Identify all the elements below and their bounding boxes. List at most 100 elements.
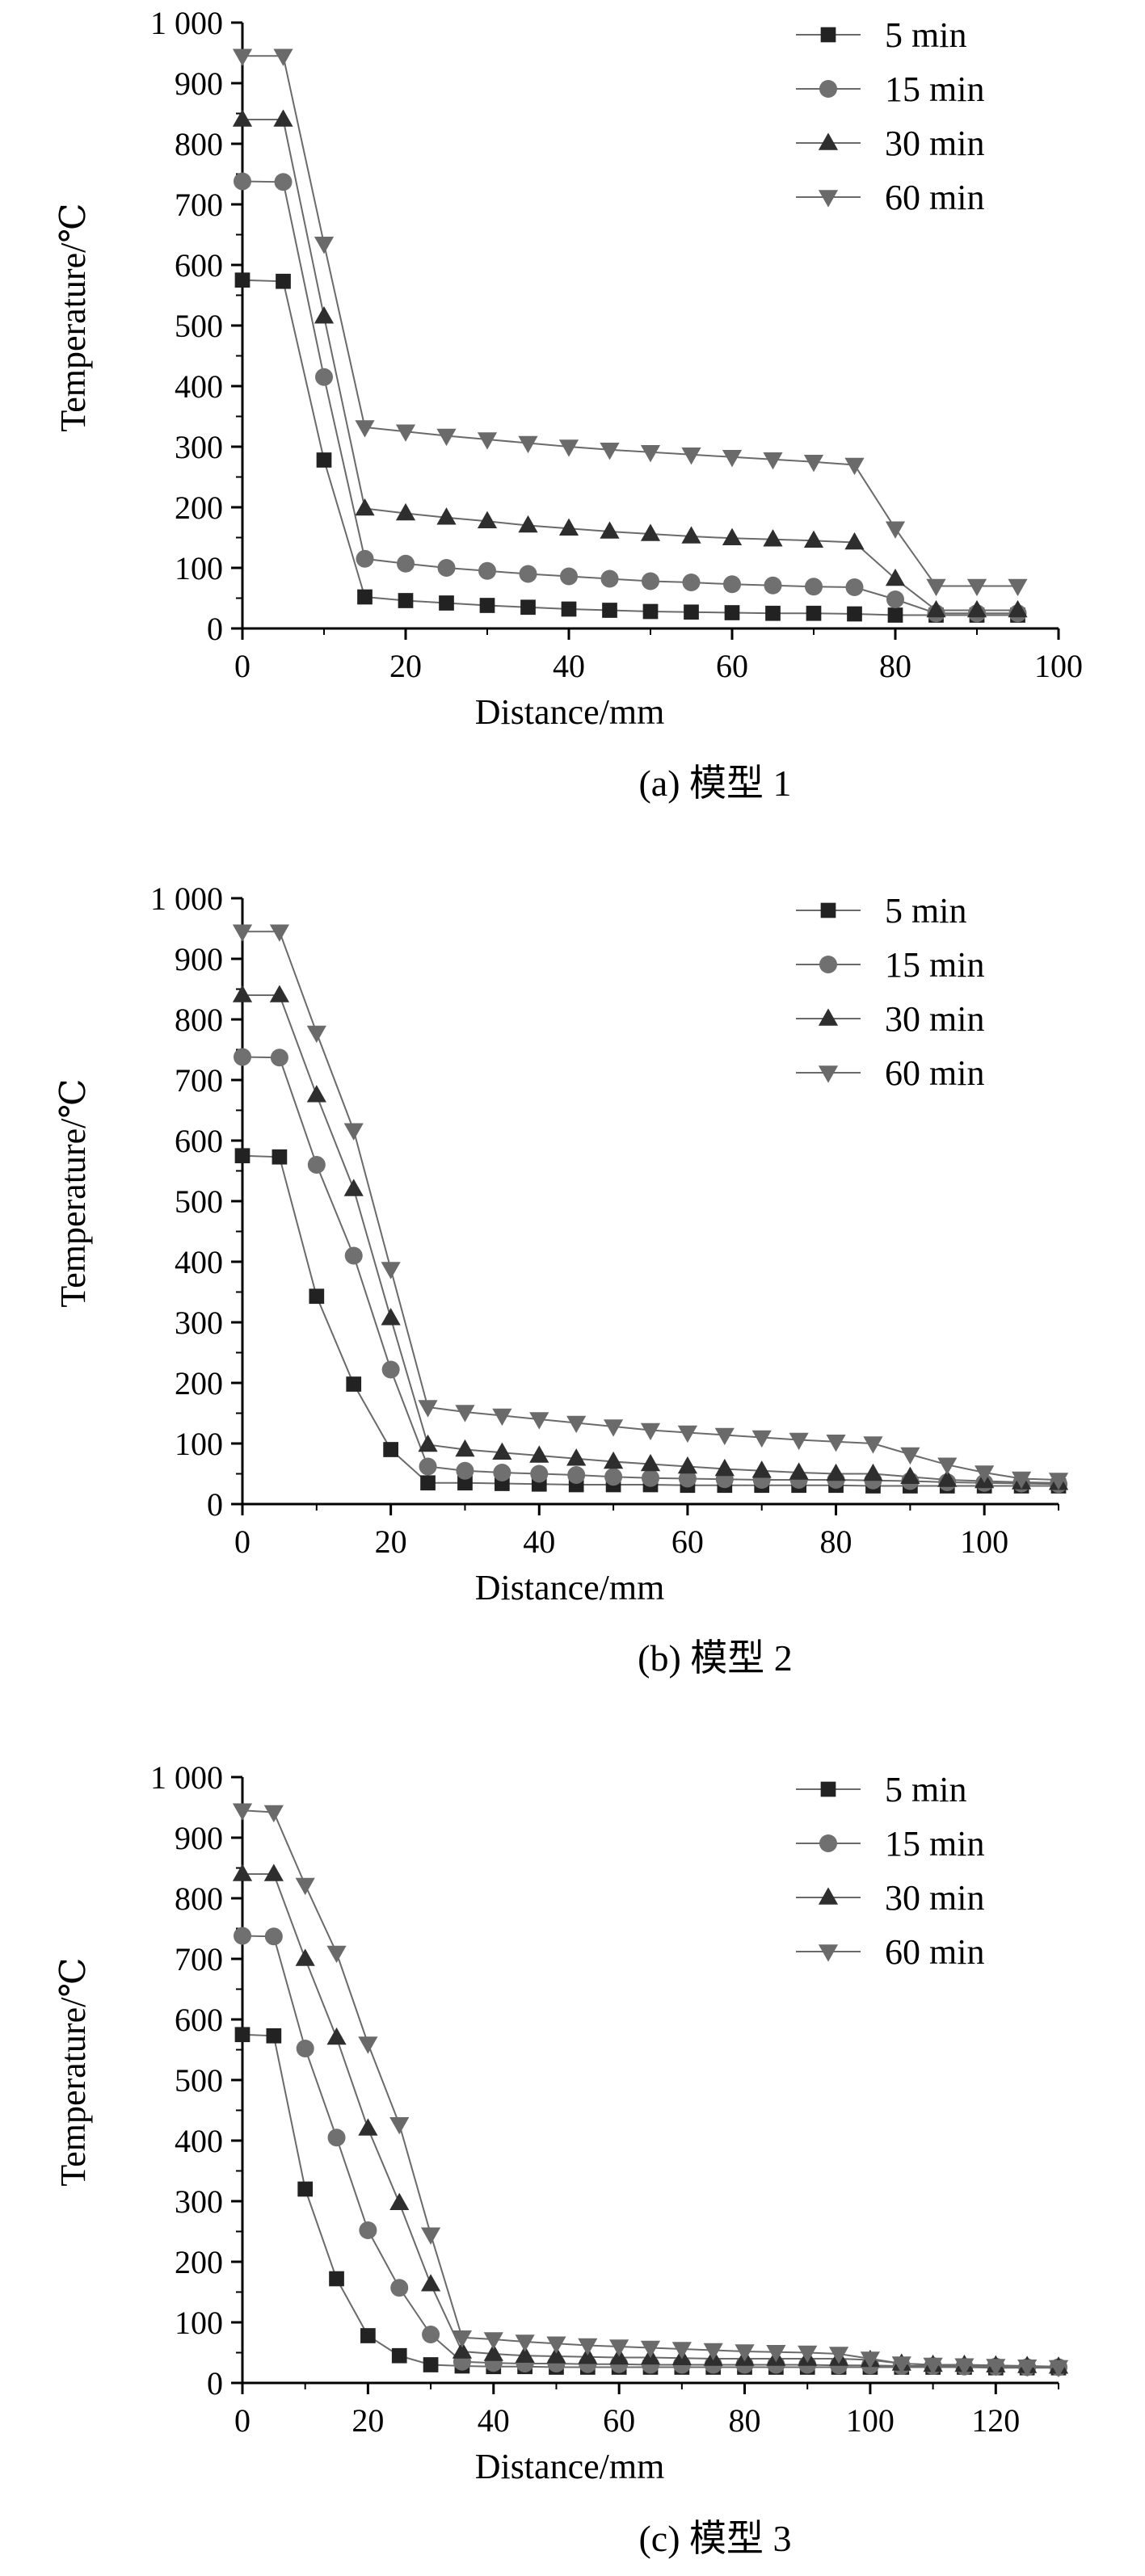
- legend-marker: [820, 27, 836, 43]
- data-point: [671, 2342, 692, 2360]
- data-point: [381, 1308, 401, 1326]
- legend-label: 60 min: [885, 178, 984, 217]
- data-point: [937, 1457, 958, 1475]
- data-point: [789, 1432, 809, 1451]
- legend-marker: [818, 1065, 839, 1083]
- figure-caption: (a) 模型 1: [638, 763, 791, 804]
- y-tick-label: 200: [175, 490, 223, 526]
- data-point: [391, 2347, 407, 2364]
- data-point: [455, 1405, 475, 1422]
- data-point: [264, 1927, 283, 1946]
- data-point: [845, 578, 864, 596]
- y-tick-label: 0: [207, 1486, 223, 1523]
- data-point: [263, 1805, 284, 1823]
- legend-label: 5 min: [885, 1770, 966, 1809]
- data-point: [346, 1376, 362, 1392]
- data-point: [418, 1400, 438, 1418]
- y-tick-label: 1 000: [150, 5, 223, 41]
- data-point: [483, 2343, 503, 2361]
- data-point: [270, 1048, 288, 1067]
- data-point: [806, 605, 822, 621]
- data-point: [436, 507, 457, 525]
- data-point: [296, 2040, 314, 2057]
- data-point: [546, 2336, 566, 2354]
- data-point: [326, 1945, 347, 1964]
- data-point: [724, 605, 740, 620]
- data-point: [642, 572, 659, 590]
- data-point: [266, 2028, 282, 2044]
- data-point: [359, 2221, 377, 2239]
- figure-caption: (b) 模型 2: [638, 1637, 793, 1679]
- chart-panel-3: 0 100 200 300 400 500 600 700 800 900 1 000 0 20 40 60…: [53, 1759, 1069, 2559]
- x-tick-label: 40: [553, 648, 585, 684]
- data-point: [681, 526, 701, 544]
- legend-marker: [818, 190, 839, 208]
- y-tick-label: 100: [175, 2305, 223, 2341]
- data-point: [863, 1463, 883, 1481]
- data-point: [389, 2116, 410, 2135]
- data-point: [900, 1447, 920, 1465]
- data-point: [600, 569, 619, 588]
- data-point: [307, 1156, 326, 1174]
- data-point: [1048, 1473, 1069, 1490]
- data-point: [766, 2344, 786, 2363]
- data-point: [477, 432, 498, 450]
- data-point: [295, 1948, 315, 1966]
- data-point: [1048, 2360, 1069, 2378]
- data-point: [900, 1466, 920, 1485]
- x-tick-label: 60: [603, 2402, 635, 2439]
- legend-label: 15 min: [885, 945, 984, 985]
- y-tick-label: 700: [175, 1941, 223, 1977]
- data-point: [395, 424, 416, 442]
- data-point: [234, 172, 251, 191]
- data-point: [863, 1436, 883, 1454]
- y-tick-label: 800: [175, 126, 223, 162]
- series-line: [242, 1935, 1059, 2368]
- data-point: [326, 2027, 347, 2045]
- x-axis-label: Distance/mm: [475, 1568, 665, 1607]
- data-point: [703, 2343, 723, 2361]
- series-15-min: [234, 1927, 1067, 2376]
- y-tick-label: 900: [175, 1820, 223, 1856]
- data-point: [518, 435, 538, 454]
- data-point: [273, 109, 293, 127]
- data-point: [1017, 2359, 1038, 2377]
- data-point: [885, 521, 906, 539]
- x-tick-label: 80: [879, 648, 911, 684]
- series-30-min: [232, 109, 1028, 618]
- x-tick-label: 120: [971, 2402, 1020, 2439]
- y-tick-label: 300: [175, 2183, 223, 2220]
- y-tick-label: 600: [175, 247, 223, 284]
- y-tick-label: 500: [175, 308, 223, 344]
- data-point: [295, 1877, 315, 1896]
- data-point: [263, 1864, 284, 1881]
- data-point: [418, 1434, 438, 1452]
- data-point: [269, 924, 290, 942]
- data-point: [492, 1408, 512, 1427]
- data-point: [798, 2345, 818, 2364]
- data-point: [389, 2192, 410, 2211]
- data-point: [390, 2279, 409, 2297]
- data-point: [678, 1469, 697, 1488]
- data-point: [274, 173, 293, 191]
- data-point: [232, 1803, 253, 1821]
- data-point: [558, 518, 579, 536]
- legend: 5 min 15 min 30 min 60 min: [796, 1770, 984, 1972]
- data-point: [722, 449, 743, 468]
- data-point: [560, 567, 578, 586]
- data-point: [714, 1427, 735, 1446]
- data-point: [343, 1123, 364, 1141]
- x-tick-label: 100: [846, 2402, 895, 2439]
- data-point: [314, 306, 335, 324]
- data-point: [891, 2356, 911, 2374]
- y-tick-label: 700: [175, 1062, 223, 1099]
- data-point: [926, 578, 946, 597]
- x-tick-label: 0: [234, 2402, 250, 2439]
- x-tick-label: 60: [671, 1523, 704, 1560]
- data-point: [519, 565, 537, 583]
- legend-marker: [819, 1834, 837, 1852]
- data-point: [395, 502, 416, 521]
- legend-marker: [818, 132, 839, 150]
- data-point: [546, 2346, 566, 2364]
- y-axis-label: Temperature/℃: [53, 1078, 93, 1307]
